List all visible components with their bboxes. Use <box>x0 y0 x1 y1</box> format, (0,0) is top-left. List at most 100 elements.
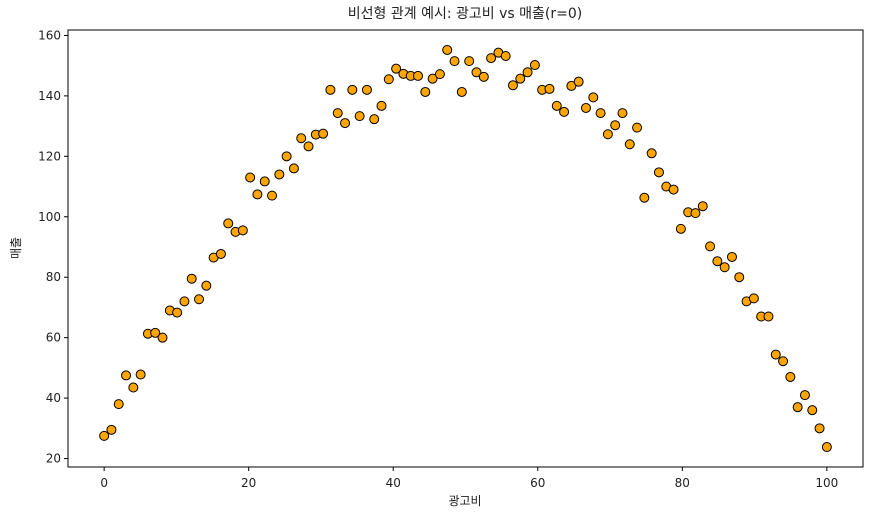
point <box>223 218 234 229</box>
point <box>172 307 183 318</box>
point <box>296 133 307 144</box>
y-tick-label: 80 <box>46 270 61 284</box>
y-tick-label: 140 <box>38 89 61 103</box>
point <box>420 86 431 97</box>
point <box>639 192 650 203</box>
point <box>318 128 329 139</box>
point <box>332 108 343 119</box>
x-axis-label: 광고비 <box>448 494 481 508</box>
point <box>807 405 818 416</box>
point <box>617 108 628 119</box>
x-tick-label: 0 <box>100 476 108 490</box>
point <box>544 83 555 94</box>
point <box>369 114 380 125</box>
point <box>705 241 716 252</box>
point <box>778 356 789 367</box>
point <box>128 382 139 393</box>
point <box>259 176 270 187</box>
y-tick-label: 40 <box>46 391 61 405</box>
y-tick-label: 20 <box>46 452 61 466</box>
point <box>792 402 803 413</box>
point <box>595 108 606 119</box>
point <box>252 189 263 200</box>
point <box>486 53 497 64</box>
y-tick-label: 100 <box>38 210 61 224</box>
point <box>391 63 402 74</box>
point <box>471 67 482 78</box>
point <box>690 208 701 219</box>
x-tick-label: 100 <box>815 476 838 490</box>
point <box>566 80 577 91</box>
point <box>456 86 467 97</box>
point <box>668 184 679 195</box>
point <box>726 251 737 262</box>
point <box>383 74 394 85</box>
point <box>99 430 110 441</box>
point <box>588 92 599 103</box>
point <box>464 56 475 67</box>
y-axis-label: 매출 <box>9 237 23 259</box>
point <box>186 273 197 284</box>
point <box>150 327 161 338</box>
x-tick-label: 60 <box>530 476 545 490</box>
point <box>245 172 256 183</box>
point <box>748 293 759 304</box>
plot-frame <box>67 29 864 468</box>
point <box>325 84 336 95</box>
x-tick-label: 20 <box>241 476 256 490</box>
point <box>675 223 686 234</box>
point <box>354 111 365 122</box>
y-tick-label: 120 <box>38 149 61 163</box>
point <box>347 84 358 95</box>
point <box>413 70 424 81</box>
point <box>376 100 387 111</box>
point <box>281 151 292 162</box>
point <box>610 120 621 131</box>
point <box>340 118 351 129</box>
point <box>719 262 730 273</box>
point <box>821 442 832 453</box>
point <box>646 148 657 159</box>
point <box>361 84 372 95</box>
point <box>551 100 562 111</box>
point <box>427 73 438 84</box>
point <box>522 67 533 78</box>
point <box>602 129 613 140</box>
point <box>712 256 723 267</box>
point <box>763 311 774 322</box>
point <box>573 76 584 87</box>
point <box>515 73 526 84</box>
y-tick-label: 60 <box>46 331 61 345</box>
point <box>179 296 190 307</box>
point <box>624 139 635 150</box>
point <box>507 80 518 91</box>
y-tick-label: 160 <box>38 28 61 42</box>
point <box>157 332 168 343</box>
x-tick-label: 40 <box>386 476 401 490</box>
point <box>799 390 810 401</box>
chart-title: 비선형 관계 예시: 광고비 vs 매출(r=0) <box>348 6 582 22</box>
point <box>559 106 570 117</box>
point <box>442 44 453 55</box>
point <box>632 122 643 133</box>
x-tick-label: 80 <box>675 476 690 490</box>
point <box>770 349 781 360</box>
point <box>697 201 708 212</box>
point <box>113 399 124 410</box>
point <box>785 371 796 382</box>
point <box>580 102 591 113</box>
point <box>814 423 825 434</box>
point <box>135 369 146 380</box>
point <box>237 225 248 236</box>
point <box>267 190 278 201</box>
point <box>734 272 745 283</box>
point <box>529 60 540 71</box>
point <box>274 169 285 180</box>
point <box>215 248 226 259</box>
point <box>449 56 460 67</box>
point <box>434 69 445 80</box>
point <box>194 294 205 305</box>
point <box>106 424 117 435</box>
point <box>201 280 212 291</box>
